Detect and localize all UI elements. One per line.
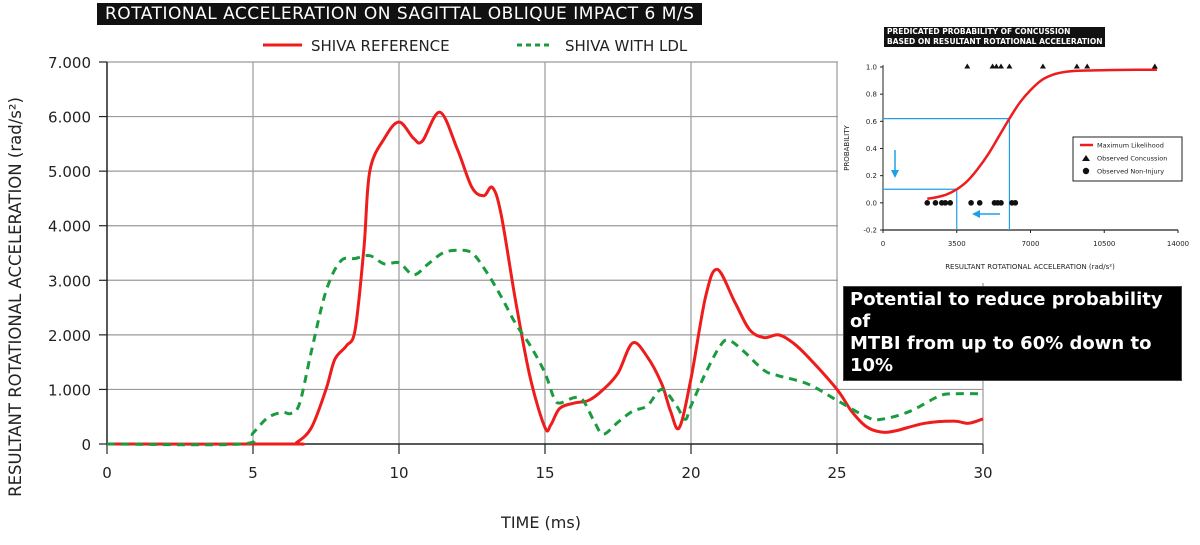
observed-concussion-point	[998, 63, 1004, 69]
inset-title: PREDICATED PROBABILITY OF CONCUSSION BAS…	[884, 27, 1106, 47]
legend-label-ldl: SHIVA WITH LDL	[565, 37, 688, 55]
callout-line-1: Potential to reduce probability of	[850, 289, 1163, 332]
y-axis-label: RESULTANT ROTATIONAL ACCELERATION (rad/s…	[6, 97, 25, 497]
x-tick-label: 10	[389, 464, 408, 482]
inset-title-line-2: BASED ON RESULTANT ROTATIONAL ACCELERATI…	[887, 37, 1103, 46]
inset-x-tick-label: 3500	[948, 240, 966, 248]
observed-concussion-point	[1006, 63, 1013, 69]
inset-x-tick-label: 7000	[1022, 240, 1040, 248]
main-axes: 0 1.000 2.000 3.000 4.000 5.000 6.000 7.000 0 5 10…	[48, 54, 993, 482]
inset-title-line-1: PREDICATED PROBABILITY OF CONCUSSION	[887, 27, 1071, 36]
series-line-shiva-with-ldl	[106, 248, 984, 447]
observed-concussion-point	[993, 63, 1000, 69]
inset-legend-label-concussion: Observed Concussion	[1097, 155, 1167, 163]
left-arrow-head-icon	[972, 210, 980, 218]
inset-chart: -0.2 0.0 0.2 0.4 0.6 0.8 1.0 0 3500 7000 10500 1400…	[863, 63, 1189, 248]
observed-non-injury-point	[998, 200, 1004, 206]
x-axis-label: TIME (ms)	[500, 513, 581, 532]
inset-legend-label-non-injury: Observed Non-Injury	[1097, 168, 1164, 176]
main-legend: SHIVA REFERENCE SHIVA WITH LDL	[263, 37, 688, 55]
x-tick-label: 5	[248, 464, 258, 482]
observed-non-injury-point	[968, 200, 974, 206]
x-tick-label: 0	[102, 464, 112, 482]
inset-y-tick-label: 0.4	[866, 145, 878, 153]
observed-non-injury-point	[947, 200, 954, 206]
observed-concussion-point	[1073, 63, 1080, 69]
maximum-likelihood-curve	[927, 68, 1157, 201]
legend-label-reference: SHIVA REFERENCE	[311, 37, 450, 55]
inset-x-tick-label: 10500	[1093, 240, 1115, 248]
y-tick-label: 2.000	[48, 327, 91, 345]
main-series	[106, 110, 984, 447]
inset-legend-circle-icon	[1082, 167, 1090, 175]
y-tick-label: 0	[81, 436, 91, 454]
inset-y-axis-label: PROBABILITY	[843, 124, 851, 170]
y-tick-label: 1.000	[48, 381, 91, 399]
inset-y-tick-label: 0.2	[866, 172, 877, 180]
inset-y-tick-label: 0.6	[866, 118, 878, 126]
observed-concussion-point	[1151, 63, 1158, 69]
x-tick-label: 15	[535, 464, 554, 482]
observed-concussion-point	[989, 63, 996, 69]
y-tick-label: 4.000	[48, 218, 91, 236]
observed-non-injury-point	[976, 200, 983, 206]
callout-box: Potential to reduce probability of MTBI …	[843, 286, 1182, 381]
inset-x-axis-label: RESULTANT ROTATIONAL ACCELERATION (rad/s…	[945, 263, 1115, 271]
x-tick-label: 20	[681, 464, 700, 482]
observed-non-injury-point	[1012, 200, 1019, 206]
inset-y-tick-label: 1.0	[866, 64, 877, 72]
observed-non-injury-point	[924, 200, 931, 206]
series-line-shiva-reference	[106, 110, 984, 446]
inset-y-tick-label: -0.2	[863, 227, 877, 235]
inset-y-tick-label: 0.0	[866, 199, 877, 207]
callout-line-2: MTBI from up to 60% down to 10%	[850, 333, 1152, 376]
inset-y-tick-label: 0.8	[866, 91, 877, 99]
y-tick-label: 5.000	[48, 163, 91, 181]
observed-non-injury-point	[942, 200, 949, 206]
observed-concussion-point	[1039, 63, 1046, 69]
observed-concussion-point	[1084, 63, 1091, 69]
y-tick-label: 6.000	[48, 109, 91, 127]
x-tick-label: 25	[827, 464, 846, 482]
y-tick-label: 3.000	[48, 272, 91, 290]
observed-concussion-point	[964, 63, 971, 69]
inset-x-tick-label: 14000	[1167, 240, 1189, 248]
y-tick-label: 7.000	[48, 54, 91, 72]
inset-legend: Maximum Likelihood Observed Concussion O…	[1072, 136, 1183, 182]
x-tick-label: 30	[973, 464, 992, 482]
down-arrow-head-icon	[891, 170, 899, 178]
observed-non-injury-point	[932, 200, 939, 206]
chart-title: ROTATIONAL ACCELERATION ON SAGITTAL OBLI…	[97, 3, 703, 25]
inset-legend-triangle-icon	[1082, 155, 1090, 161]
inset-legend-label-curve: Maximum Likelihood	[1097, 142, 1164, 150]
inset-x-tick-label: 0	[881, 240, 885, 248]
